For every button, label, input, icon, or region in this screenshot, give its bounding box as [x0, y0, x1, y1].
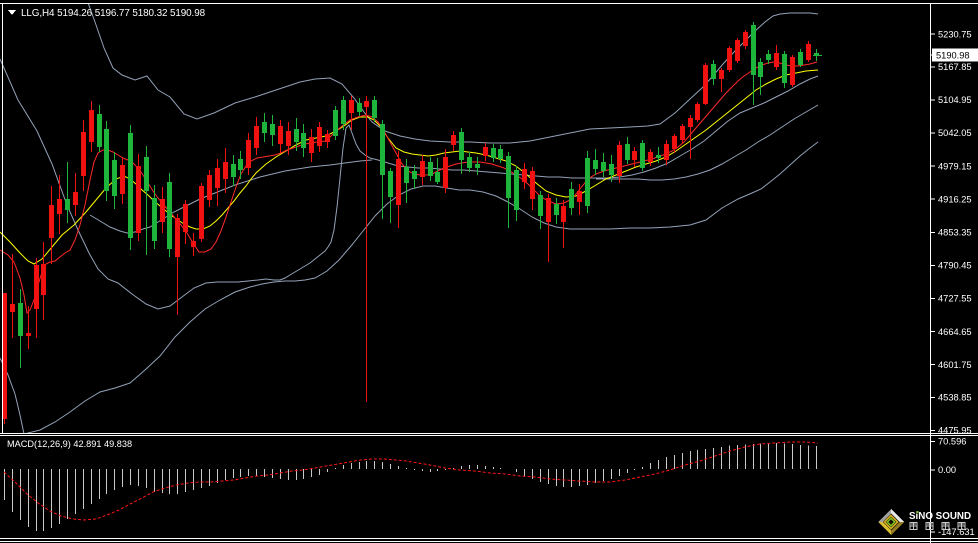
svg-text:70.596: 70.596: [938, 437, 966, 447]
svg-text:0.00: 0.00: [938, 465, 956, 475]
svg-text:4538.85: 4538.85: [938, 393, 972, 403]
svg-text:5042.05: 5042.05: [938, 128, 972, 138]
svg-text:LLG,H4 5194.26 5196.77 5180.3: LLG,H4 5194.26 5196.77 5180.32 5190.98: [21, 8, 206, 19]
svg-text:4916.25: 4916.25: [938, 194, 972, 204]
svg-text:4664.65: 4664.65: [938, 327, 972, 337]
svg-text:4601.75: 4601.75: [938, 360, 972, 370]
svg-text:5190.98: 5190.98: [936, 50, 970, 60]
svg-text:4475.95: 4475.95: [938, 426, 972, 436]
svg-text:5104.95: 5104.95: [938, 95, 972, 105]
svg-text:5230.75: 5230.75: [938, 29, 972, 39]
svg-text:4853.35: 4853.35: [938, 228, 972, 238]
svg-text:4979.15: 4979.15: [938, 161, 972, 171]
svg-text:4727.55: 4727.55: [938, 294, 972, 304]
svg-text:5167.85: 5167.85: [938, 62, 972, 72]
svg-text:-147.631: -147.631: [938, 527, 975, 537]
svg-text:4790.45: 4790.45: [938, 261, 972, 271]
svg-text:MACD(12,26,9) 42.891 49.838: MACD(12,26,9) 42.891 49.838: [7, 439, 132, 449]
svg-text:SiNO SOUND: SiNO SOUND: [909, 511, 971, 522]
